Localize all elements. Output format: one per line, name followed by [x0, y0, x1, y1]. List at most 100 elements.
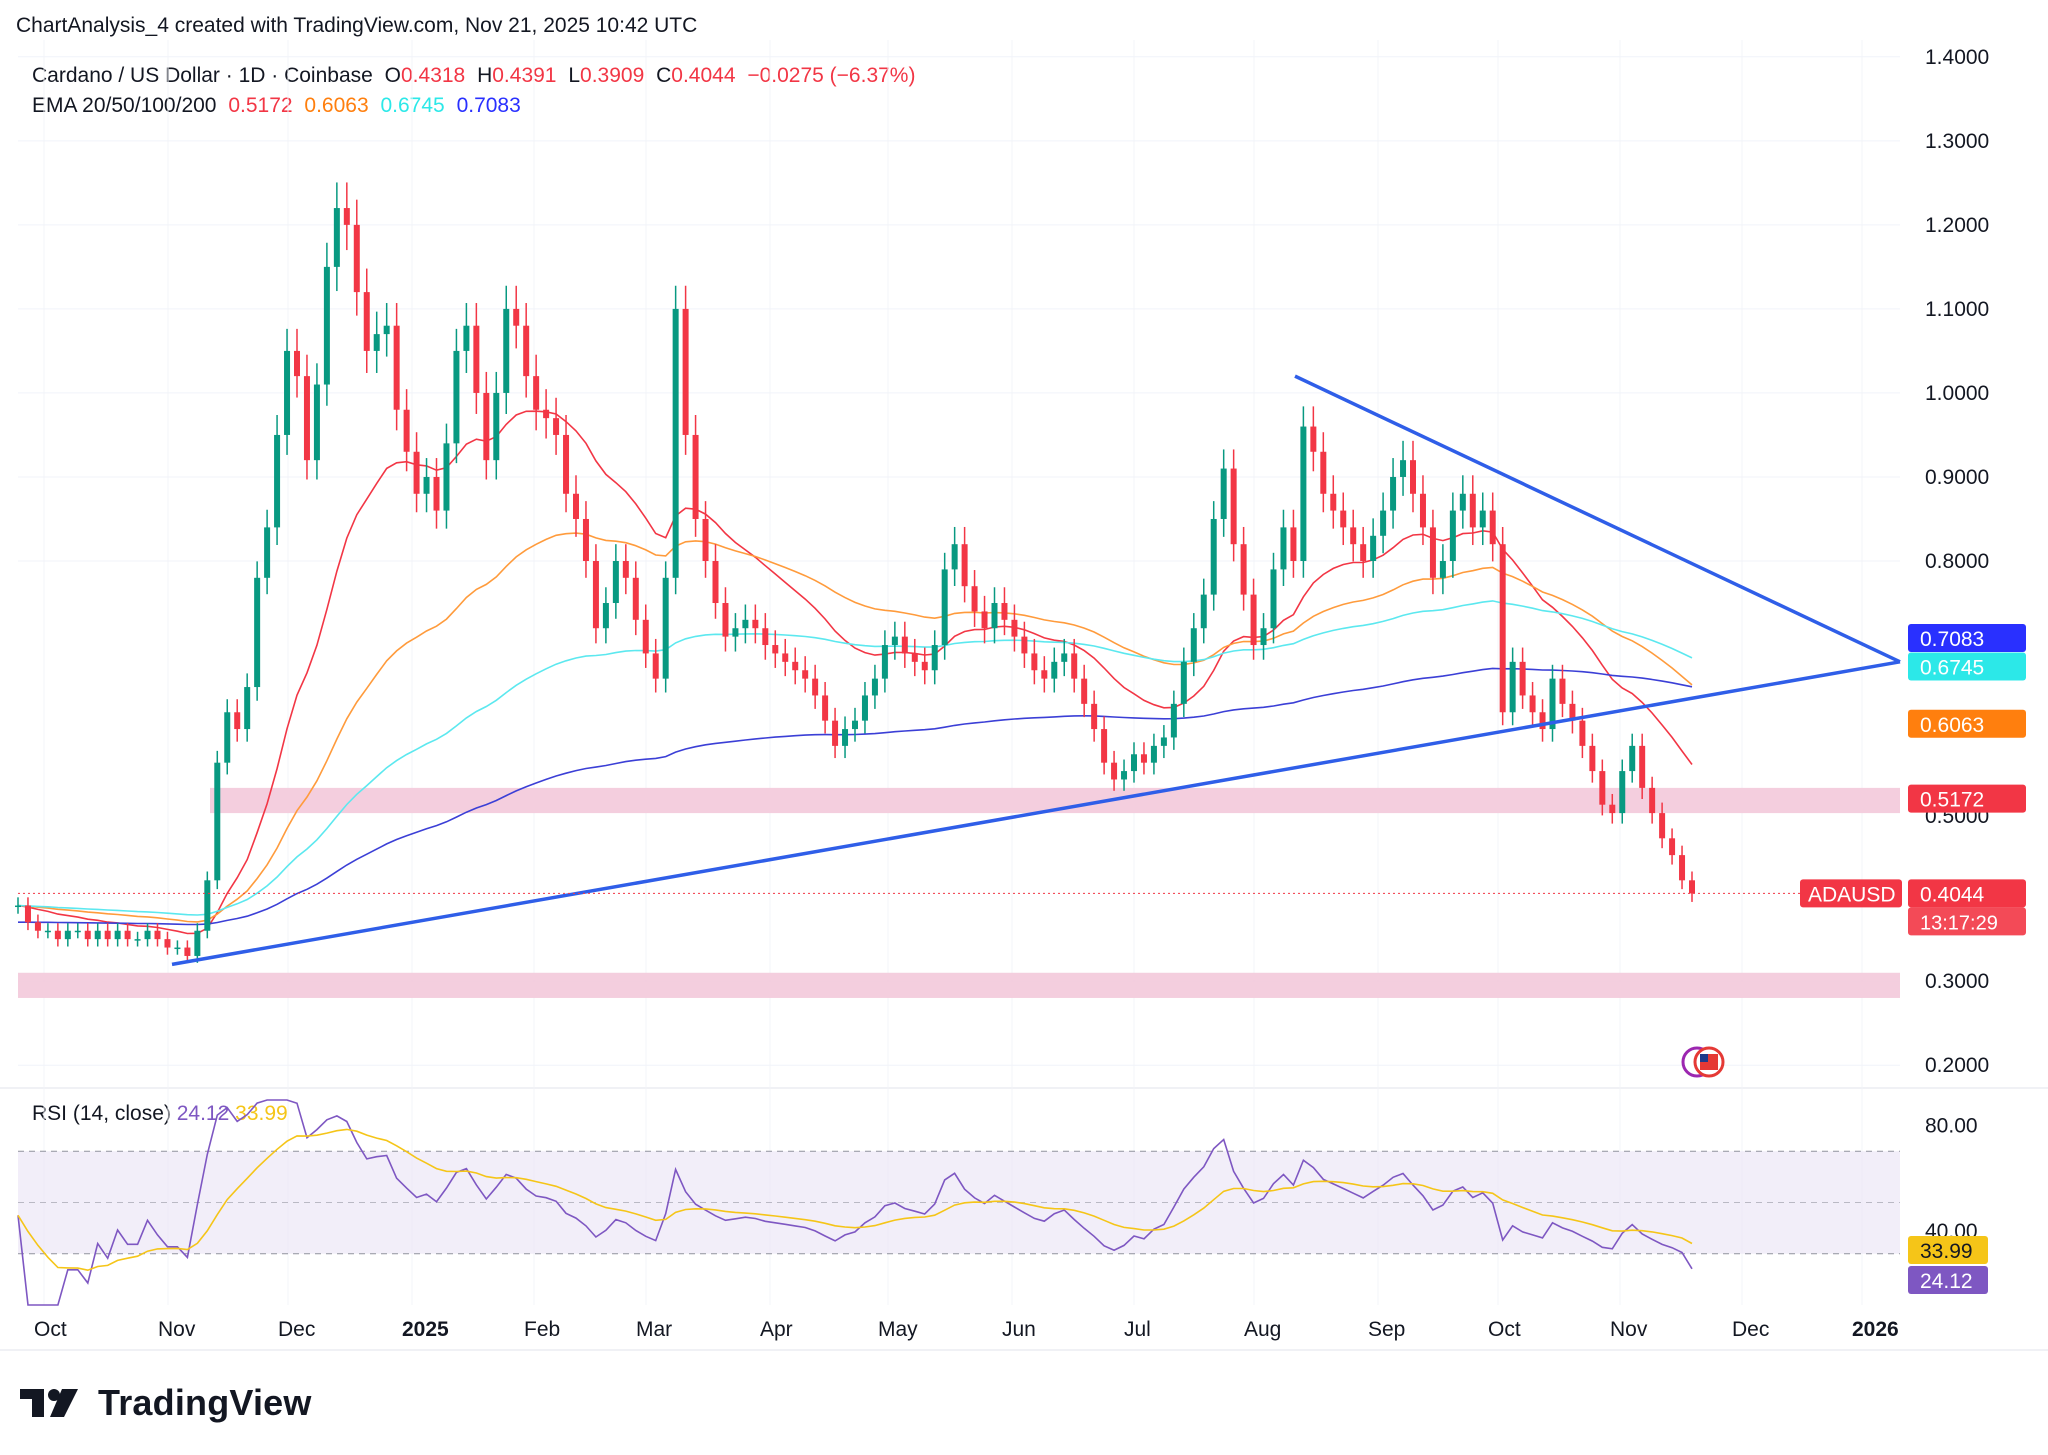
- candle-body: [662, 577, 669, 679]
- candle-body: [124, 930, 131, 940]
- candle-body: [951, 544, 958, 570]
- time-tick-label: Jun: [1002, 1318, 1036, 1341]
- price-tags: 0.7083 0.6745 0.6063 0.5172 0.4044 ADAUSD 13:1…: [1800, 624, 2026, 1294]
- candle-body: [702, 518, 709, 561]
- candle-body: [1509, 661, 1516, 713]
- candle-body: [264, 527, 271, 578]
- rsi-band-fill: [18, 1151, 1900, 1254]
- ema20-value: 0.5172: [228, 94, 293, 117]
- rsi-label[interactable]: RSI (14, close): [32, 1102, 171, 1125]
- candle-body: [901, 636, 908, 654]
- price-candles: [15, 182, 1695, 963]
- candle-body: [423, 476, 430, 494]
- candle-body: [1290, 527, 1297, 561]
- candle-body: [1121, 771, 1128, 780]
- candle-body: [1051, 661, 1058, 679]
- ema100-value: 0.6745: [380, 94, 445, 117]
- candle-body: [403, 409, 410, 452]
- price-tag-value: 0.5172: [1920, 789, 1984, 812]
- tradingview-logo[interactable]: TradingView: [18, 1382, 312, 1424]
- candle-body: [852, 720, 858, 730]
- candle-body: [413, 451, 420, 494]
- candle-body: [1589, 745, 1596, 772]
- candle-body: [652, 653, 659, 679]
- ema50-line: [17, 532, 1693, 923]
- candle-body: [114, 930, 121, 940]
- flag-icon[interactable]: [1681, 1046, 1725, 1078]
- high-value: 0.4391: [492, 64, 557, 87]
- candle-body: [1459, 493, 1466, 511]
- ema-label[interactable]: EMA 20/50/100/200: [32, 94, 217, 117]
- candle-body: [1400, 460, 1407, 477]
- candle-body: [1011, 619, 1018, 637]
- change-value: −0.0275 (−6.37%): [747, 64, 916, 87]
- candle-body: [164, 939, 171, 948]
- candle-body: [1609, 804, 1616, 814]
- candle-body: [742, 619, 749, 629]
- candle-body: [134, 939, 141, 941]
- candle-body: [861, 695, 868, 721]
- rsi-tag-value: 33.99: [1920, 1240, 1973, 1263]
- time-tick-label: Dec: [278, 1318, 315, 1341]
- time-tick-label: Apr: [760, 1318, 793, 1341]
- candle-body: [363, 292, 370, 351]
- price-tag-value: 0.6745: [1920, 656, 1984, 679]
- ema-legend: EMA 20/50/100/200 0.5172 0.6063 0.6745 0…: [32, 94, 527, 118]
- candle-body: [1429, 527, 1436, 578]
- candle-body: [772, 645, 779, 654]
- chart-canvas[interactable]: 1.4000 1.3000 1.2000 1.1000 1.0000 0.9000 0.80…: [0, 0, 2048, 1370]
- candle-body: [1270, 569, 1277, 629]
- candle-body: [632, 577, 639, 620]
- candle-body: [214, 762, 221, 881]
- candle-body: [822, 695, 829, 721]
- candle-body: [84, 930, 91, 940]
- candle-body: [1639, 745, 1646, 788]
- candle-body: [254, 577, 261, 688]
- candle-body: [1031, 653, 1038, 671]
- ema200-value: 0.7083: [456, 94, 521, 117]
- candle-body: [1659, 813, 1666, 839]
- rsi-tick-label: 80.00: [1925, 1115, 1978, 1138]
- candle-body: [1390, 476, 1397, 511]
- candle-body: [1320, 451, 1327, 494]
- candle-body: [891, 636, 898, 646]
- candle-body: [1649, 787, 1656, 814]
- candle-body: [303, 376, 310, 461]
- candle-body: [642, 619, 649, 654]
- candle-body: [563, 434, 570, 494]
- candle-body: [1170, 703, 1177, 738]
- chart-caption: ChartAnalysis_4 created with TradingView…: [16, 14, 698, 37]
- candle-body: [612, 561, 619, 604]
- rsi-pane: [17, 1099, 1900, 1306]
- candle-body: [1071, 653, 1078, 679]
- candle-body: [453, 350, 460, 444]
- candle-body: [602, 603, 609, 629]
- candle-body: [1679, 855, 1686, 881]
- ema50-value: 0.6063: [304, 94, 369, 117]
- rsi-tag-value: 24.12: [1920, 1270, 1973, 1293]
- time-tick-label: May: [878, 1318, 918, 1341]
- candle-body: [1529, 695, 1536, 713]
- candle-body: [712, 561, 719, 604]
- candle-body: [1380, 510, 1387, 536]
- countdown-label: 13:17:29: [1920, 912, 1998, 934]
- candle-body: [493, 392, 500, 461]
- time-tick-label: Sep: [1368, 1318, 1405, 1341]
- candle-body: [782, 653, 789, 662]
- price-tick-label: 1.1000: [1925, 298, 1989, 321]
- time-tick-label: 2025: [402, 1318, 449, 1341]
- candle-body: [1619, 771, 1626, 814]
- ema-lines: [17, 410, 1693, 935]
- price-tag-value: 0.6063: [1920, 714, 1984, 737]
- candle-body: [1111, 762, 1118, 780]
- time-tick-label: Mar: [636, 1318, 672, 1341]
- rsi-tag-box: [1908, 1236, 1988, 1264]
- candle-body: [244, 687, 251, 730]
- candle-body: [294, 350, 300, 377]
- candle-body: [1559, 678, 1566, 704]
- candle-body: [15, 905, 21, 908]
- candle-body: [1091, 703, 1098, 730]
- candle-body: [1539, 712, 1546, 730]
- candle-body: [931, 645, 938, 671]
- price-tag-box: [1908, 652, 2026, 681]
